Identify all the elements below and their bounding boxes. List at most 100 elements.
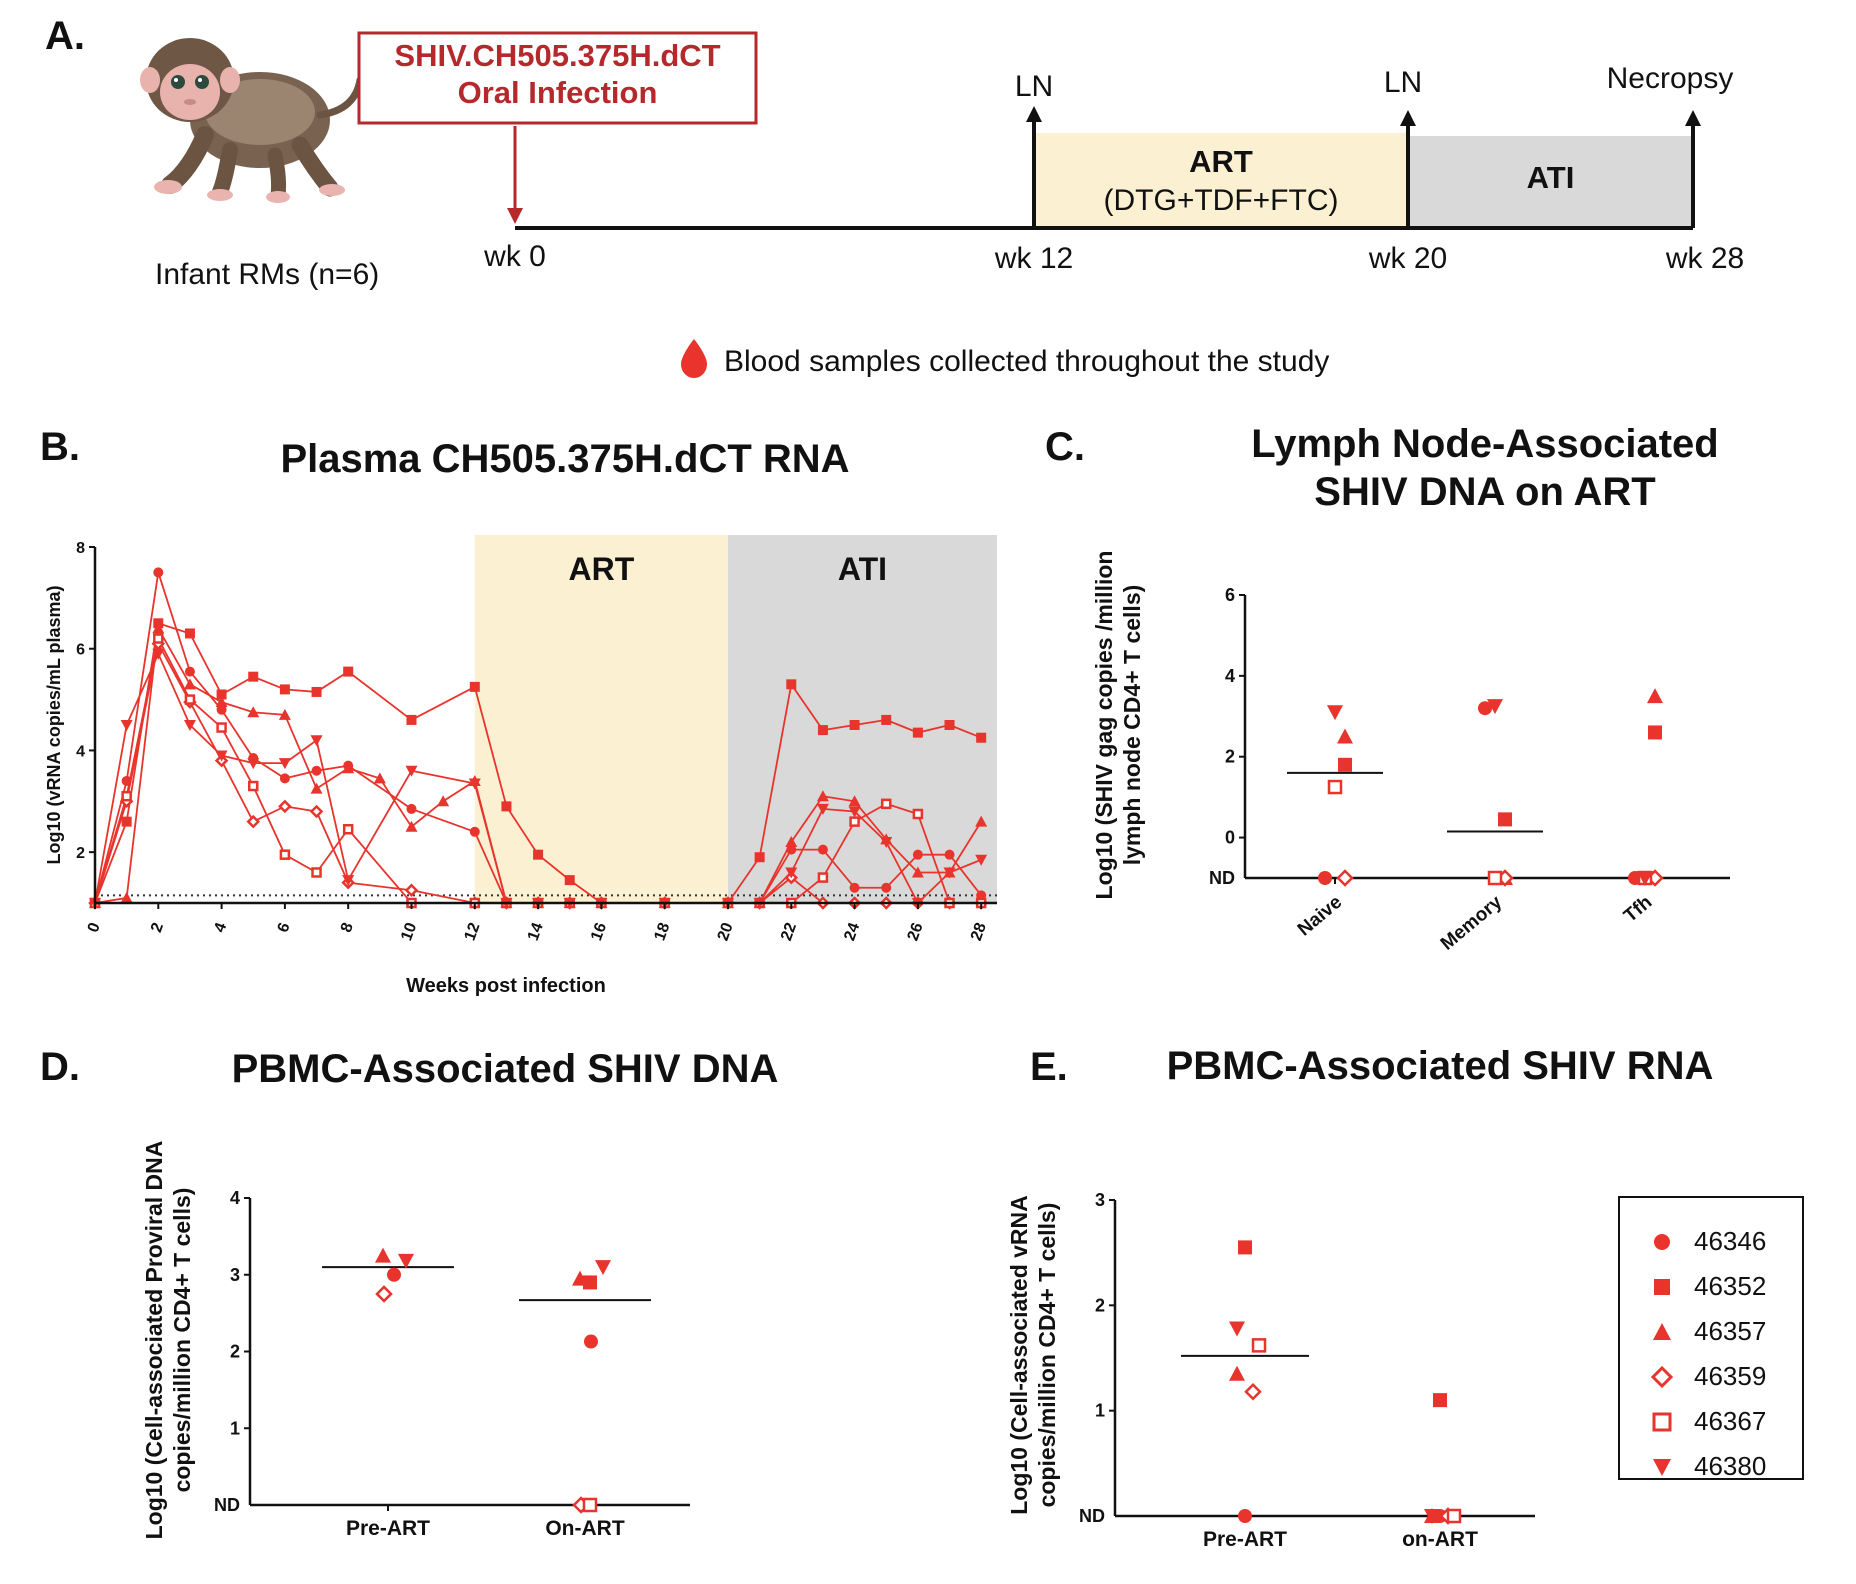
- square-open-marker: [1327, 779, 1343, 795]
- diamond-open-marker-icon: [1650, 1365, 1674, 1389]
- wk20-label: wk 20: [1368, 242, 1448, 275]
- square-open-marker: [849, 816, 860, 827]
- y-tick-label: 3: [230, 1265, 240, 1285]
- circle-marker: [216, 704, 227, 715]
- square-open-marker: [1446, 1508, 1462, 1524]
- circle-marker: [881, 882, 892, 893]
- x-tick-label: 24: [841, 920, 863, 943]
- panel-letter-b: B.: [40, 425, 80, 469]
- triangle-down-marker: [1424, 1509, 1440, 1524]
- ati-period-band: [1408, 136, 1693, 230]
- wk28-label: wk 28: [1665, 242, 1745, 275]
- y-tick-label: 1: [1095, 1401, 1105, 1421]
- triangle-up-marker: [1337, 728, 1353, 744]
- triangle-up-marker: [342, 762, 355, 774]
- art-regimen-label: (DTG+TDF+FTC): [1103, 184, 1339, 217]
- chart-d-title: PBMC-Associated SHIV DNA: [231, 1047, 779, 1091]
- square-marker: [817, 725, 828, 736]
- square-marker: [1433, 1393, 1447, 1408]
- triangle-up-marker: [247, 706, 260, 718]
- circle-marker: [469, 826, 480, 837]
- infection-label-box: [357, 31, 758, 125]
- square-marker: [248, 671, 259, 682]
- triangle-down-marker: [278, 758, 291, 770]
- triangle-down-marker: [975, 854, 988, 866]
- triangle-up-marker: [785, 835, 798, 847]
- infection-label-line2: Oral Infection: [457, 75, 658, 110]
- triangle-down-marker: [398, 1253, 414, 1269]
- necropsy-label: Necropsy: [1606, 62, 1734, 95]
- x-tick-label: 28: [968, 920, 990, 943]
- triangle-up-marker: [437, 795, 450, 807]
- y-tick-label: 6: [1225, 585, 1235, 605]
- triangle-down-marker: [1229, 1321, 1245, 1337]
- square-open-marker: [121, 790, 132, 802]
- legend-item: 46367: [1620, 1400, 1800, 1444]
- blood-samples-note: Blood samples collected throughout the s…: [724, 345, 1330, 378]
- triangle-up-marker: [1229, 1365, 1245, 1381]
- ati-period-label: ATI: [1526, 160, 1575, 195]
- square-marker: [469, 681, 480, 692]
- triangle-down-marker: [848, 806, 861, 818]
- triangle-down-marker: [215, 750, 228, 762]
- square-open-marker: [342, 824, 354, 835]
- diamond-open-marker: [375, 1285, 393, 1303]
- triangle-up-marker: [816, 790, 829, 802]
- panel-letter-c: C.: [1045, 425, 1085, 469]
- square-marker: [849, 720, 860, 730]
- chart-b-plasma-rna: ART ATI 0 2 4 6 8 10 12 14 16 18 20 22 24 26 282468Week…: [44, 535, 997, 997]
- y-tick-label: 2: [1095, 1295, 1105, 1315]
- x-tick-label: 14: [525, 920, 547, 943]
- triangle-up-marker: [375, 1247, 391, 1263]
- y-tick-label: 4: [1225, 666, 1235, 686]
- circle-marker: [849, 882, 860, 893]
- arrow-wk12: [1026, 106, 1042, 228]
- square-marker: [912, 727, 923, 738]
- triangle-down-marker: [183, 720, 196, 731]
- x-tick-label: 8: [338, 920, 357, 934]
- x-tick-label: 2: [148, 920, 167, 934]
- infection-label-line1: SHIV.CH505.375H.dCT: [394, 38, 721, 73]
- x-tick-label: 26: [905, 920, 927, 943]
- panel-letter-a: A.: [45, 14, 85, 58]
- y-tick-label: 2: [76, 845, 85, 862]
- square-marker: [533, 849, 544, 860]
- circle-marker: [184, 666, 195, 677]
- triangle-up-marker: [1647, 688, 1663, 704]
- circle-marker: [1318, 871, 1332, 885]
- square-marker: [754, 852, 765, 863]
- y-axis-label: Log10 (vRNA copies/mL plasma): [44, 585, 64, 864]
- triangle-down-marker: [120, 720, 133, 731]
- x-category-label: Naive: [1294, 892, 1346, 941]
- triangle-down-marker: [943, 867, 956, 879]
- square-marker: [583, 1275, 597, 1290]
- x-tick-label: 22: [778, 920, 800, 943]
- square-open-marker: [1487, 870, 1503, 886]
- square-open-marker: [153, 633, 164, 644]
- nd-tick-label: ND: [214, 1495, 240, 1515]
- y-tick-label: 3: [1095, 1190, 1105, 1210]
- square-marker: [944, 720, 955, 730]
- legend-item: 46380: [1620, 1445, 1800, 1489]
- x-tick-label: 12: [461, 920, 483, 943]
- x-tick-label: 0: [85, 920, 104, 934]
- triangle-down-marker: [1327, 705, 1343, 721]
- x-tick-label: 6: [275, 920, 294, 934]
- square-marker: [121, 816, 132, 827]
- x-axis-label: Weeks post infection: [406, 975, 606, 997]
- x-category-label: Pre-ART: [346, 1517, 430, 1540]
- triangle-down-marker: [816, 803, 829, 815]
- legend-item: 46357: [1620, 1310, 1800, 1354]
- triangle-down-marker: [247, 758, 260, 770]
- legend-item: 46346: [1620, 1220, 1800, 1264]
- chart-d-pbmc-dna: 1 2 3 4 ND Pre-ART On-ART Log10 (Cell-associate…: [141, 1141, 690, 1540]
- square-marker: [184, 628, 195, 639]
- blood-drop-icon: [681, 339, 707, 378]
- triangle-down-marker: [468, 778, 481, 790]
- square-open-marker-icon: [1652, 1412, 1672, 1432]
- triangle-up-marker: [120, 891, 133, 903]
- triangle-up-marker: [848, 795, 861, 807]
- square-open-marker: [912, 808, 924, 820]
- triangle-down-marker: [342, 875, 355, 887]
- legend: 46346 46352 46357 46359 46367 46380: [1618, 1196, 1804, 1481]
